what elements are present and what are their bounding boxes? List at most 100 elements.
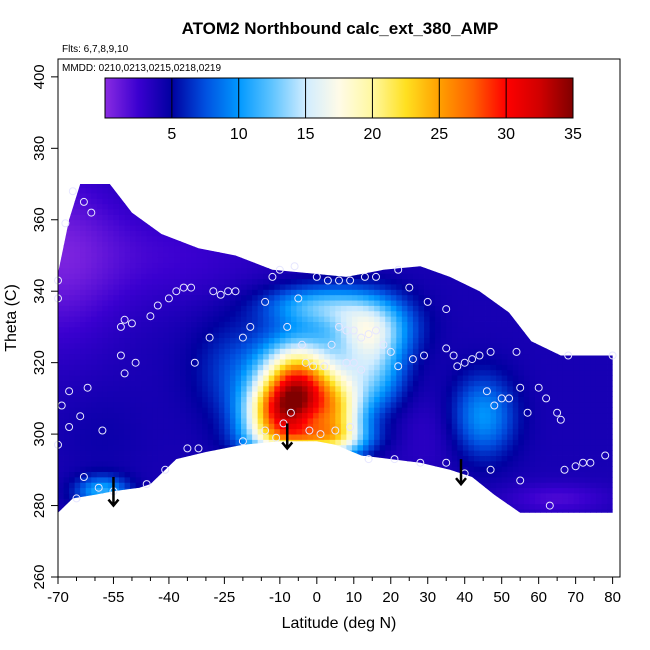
heatmap-cell xyxy=(91,428,98,435)
heatmap-cell xyxy=(229,294,236,301)
heatmap-cell xyxy=(340,434,347,440)
heatmap-cell xyxy=(401,316,408,322)
heatmap-cell xyxy=(468,332,475,339)
heatmap-cell xyxy=(346,300,353,306)
heatmap-cell xyxy=(85,391,92,397)
heatmap-cell xyxy=(279,305,286,312)
heatmap-cell xyxy=(218,343,225,349)
heatmap-cell xyxy=(102,439,109,446)
heatmap-cell xyxy=(157,262,164,269)
heatmap-cell xyxy=(412,359,419,365)
heatmap-cell xyxy=(418,343,425,349)
heatmap-cell xyxy=(91,391,98,397)
heatmap-cell xyxy=(218,305,225,312)
heatmap-cell xyxy=(58,332,64,339)
heatmap-cell xyxy=(135,396,142,403)
heatmap-cell xyxy=(307,353,314,360)
heatmap-cell xyxy=(163,241,170,247)
heatmap-cell xyxy=(379,385,386,392)
heatmap-cell xyxy=(174,289,181,296)
heatmap-cell xyxy=(324,316,331,322)
heatmap-cell xyxy=(462,407,469,414)
heatmap-cell xyxy=(374,326,381,333)
heatmap-cell xyxy=(351,337,358,344)
heatmap-cell xyxy=(313,428,320,435)
heatmap-cell xyxy=(396,332,403,339)
heatmap-cell xyxy=(462,364,469,371)
heatmap-cell xyxy=(346,284,353,290)
heatmap-cell xyxy=(113,375,120,381)
heatmap-cell xyxy=(385,455,392,462)
heatmap-cell xyxy=(107,219,114,226)
heatmap-cell xyxy=(340,439,347,446)
heatmap-cell xyxy=(313,337,320,344)
heatmap-cell xyxy=(479,316,486,322)
heatmap-cell xyxy=(473,380,480,387)
heatmap-cell xyxy=(241,396,247,403)
heatmap-cell xyxy=(462,396,469,403)
heatmap-cell xyxy=(335,423,342,430)
heatmap-cell xyxy=(146,230,153,237)
heatmap-cell xyxy=(263,396,270,403)
heatmap-cell xyxy=(58,289,64,296)
heatmap-cell xyxy=(396,364,403,371)
heatmap-cell xyxy=(302,391,308,397)
heatmap-cell xyxy=(385,278,392,285)
heatmap-cell xyxy=(163,460,170,467)
heatmap-cell xyxy=(63,305,70,312)
heatmap-cell xyxy=(163,434,170,440)
heatmap-cell xyxy=(85,369,92,376)
heatmap-cell xyxy=(424,284,430,290)
heatmap-cell xyxy=(102,348,109,355)
heatmap-cell xyxy=(124,337,131,344)
heatmap-cell xyxy=(174,401,181,408)
heatmap-cell xyxy=(102,273,109,280)
heatmap-cell xyxy=(213,434,220,440)
heatmap-cell xyxy=(435,439,442,446)
heatmap-cell xyxy=(191,289,198,296)
heatmap-cell xyxy=(390,353,397,360)
heatmap-cell xyxy=(435,348,442,355)
heatmap-cell xyxy=(163,337,170,344)
heatmap-cell xyxy=(468,353,475,360)
heatmap-cell xyxy=(63,343,70,349)
heatmap-cell xyxy=(246,310,253,317)
heatmap-cell xyxy=(257,284,264,290)
heatmap-cell xyxy=(318,375,325,381)
heatmap-cell xyxy=(457,401,464,408)
heatmap-cell xyxy=(346,375,353,381)
heatmap-cell xyxy=(102,455,109,462)
heatmap-cell xyxy=(285,353,292,360)
heatmap-cell xyxy=(102,385,109,392)
heatmap-cell xyxy=(307,343,314,349)
heatmap-cell xyxy=(202,332,209,339)
heatmap-cell xyxy=(307,337,314,344)
heatmap-cell xyxy=(252,284,259,290)
heatmap-cell xyxy=(401,369,408,376)
heatmap-cell xyxy=(451,407,458,414)
heatmap-cell xyxy=(435,444,442,451)
heatmap-cell xyxy=(119,482,125,489)
heatmap-cell xyxy=(130,235,137,242)
heatmap-cell xyxy=(313,385,320,392)
heatmap-cell xyxy=(435,300,442,306)
heatmap-cell xyxy=(152,423,159,430)
heatmap-cell xyxy=(74,300,81,306)
heatmap-cell xyxy=(80,407,87,414)
heatmap-cell xyxy=(80,364,87,371)
heatmap-cell xyxy=(107,192,114,199)
heatmap-cell xyxy=(124,305,131,312)
heatmap-cell xyxy=(257,300,264,306)
heatmap-cell xyxy=(191,267,198,274)
heatmap-cell xyxy=(318,289,325,296)
heatmap-cell xyxy=(435,305,442,312)
heatmap-cell xyxy=(96,337,103,344)
heatmap-cell xyxy=(246,332,253,339)
heatmap-cell xyxy=(119,273,125,280)
heatmap-cell xyxy=(191,444,198,451)
heatmap-cell xyxy=(119,348,125,355)
heatmap-cell xyxy=(290,326,297,333)
heatmap-cell xyxy=(96,284,103,290)
heatmap-cell xyxy=(424,321,430,328)
heatmap-cell xyxy=(268,273,275,280)
